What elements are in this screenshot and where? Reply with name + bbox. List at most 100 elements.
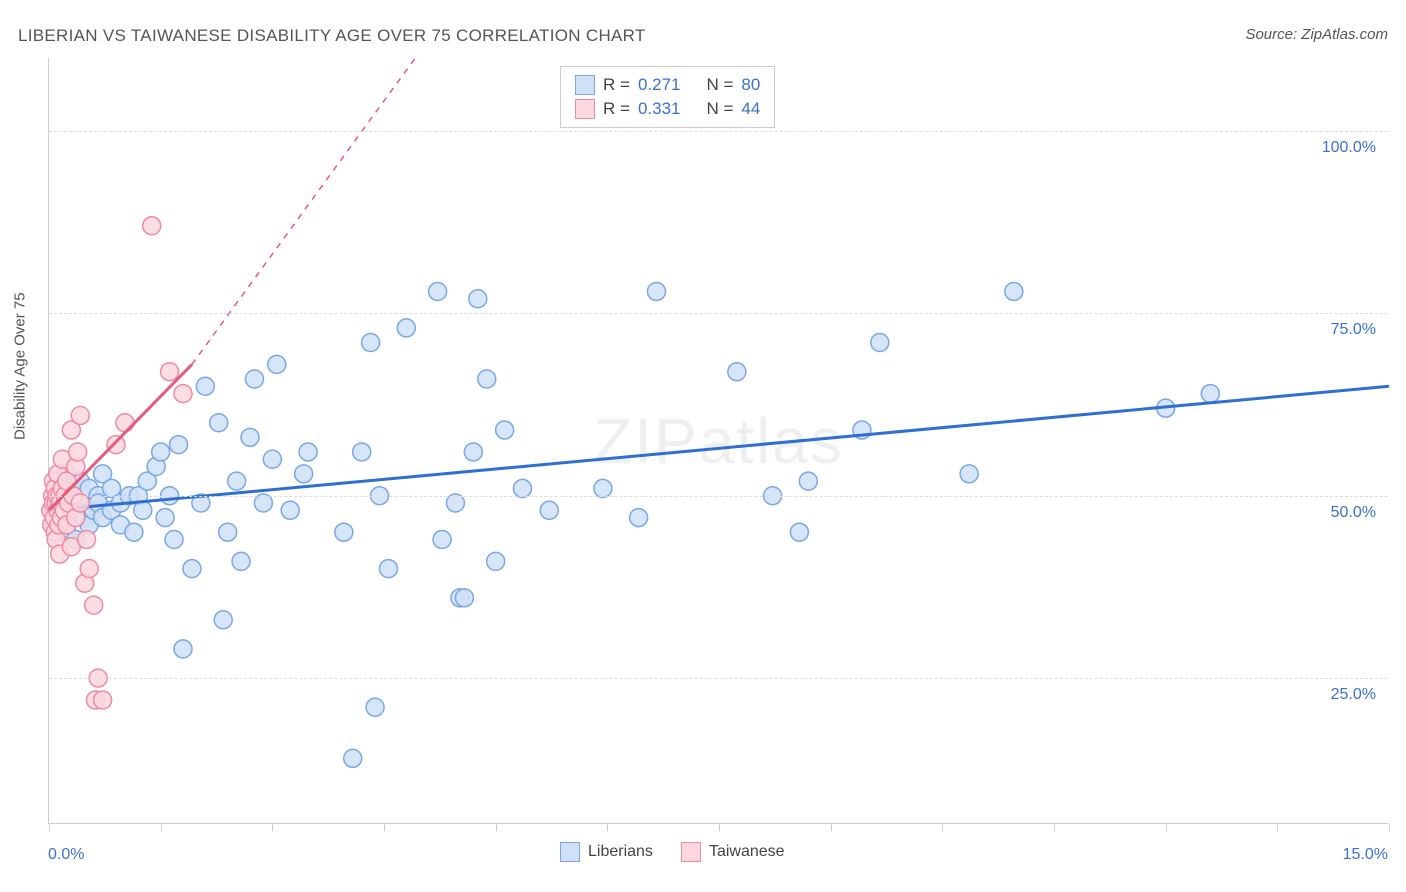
scatter-point xyxy=(1005,282,1023,300)
scatter-point xyxy=(799,472,817,490)
scatter-point xyxy=(116,414,134,432)
scatter-point xyxy=(71,494,89,512)
chart-container: LIBERIAN VS TAIWANESE DISABILITY AGE OVE… xyxy=(0,0,1406,892)
scatter-point xyxy=(790,523,808,541)
gridline xyxy=(49,313,1388,314)
scatter-point xyxy=(125,523,143,541)
scatter-point xyxy=(496,421,514,439)
scatter-point xyxy=(540,501,558,519)
legend-n-value: 44 xyxy=(741,99,760,119)
plot-area: ZIPatlas 25.0%50.0%75.0%100.0% xyxy=(48,58,1388,824)
scatter-point xyxy=(80,560,98,578)
scatter-point xyxy=(299,443,317,461)
y-tick-label: 100.0% xyxy=(1322,139,1376,157)
x-tick xyxy=(49,823,50,831)
scatter-point xyxy=(245,370,263,388)
scatter-point xyxy=(433,530,451,548)
x-tick xyxy=(607,823,608,831)
x-axis-min-label: 0.0% xyxy=(48,846,84,864)
scatter-point xyxy=(210,414,228,432)
x-axis-max-label: 15.0% xyxy=(1343,846,1388,864)
x-tick xyxy=(272,823,273,831)
scatter-point xyxy=(344,749,362,767)
x-tick xyxy=(1166,823,1167,831)
x-tick xyxy=(1054,823,1055,831)
scatter-point xyxy=(161,363,179,381)
legend-r-value: 0.331 xyxy=(638,99,681,119)
scatter-point xyxy=(379,560,397,578)
scatter-point xyxy=(183,560,201,578)
legend-r-value: 0.271 xyxy=(638,75,681,95)
scatter-point xyxy=(335,523,353,541)
scatter-point xyxy=(397,319,415,337)
x-tick xyxy=(831,823,832,831)
scatter-point xyxy=(362,334,380,352)
scatter-point xyxy=(469,290,487,308)
legend-r-label: R = xyxy=(603,75,630,95)
y-tick-label: 25.0% xyxy=(1331,686,1376,704)
legend-swatch xyxy=(681,842,701,862)
scatter-point xyxy=(69,443,87,461)
scatter-point xyxy=(630,509,648,527)
legend-swatch xyxy=(575,99,595,119)
legend-stats: R = 0.271 N = 80R = 0.331 N = 44 xyxy=(560,66,775,128)
trend-line xyxy=(49,386,1389,510)
scatter-point xyxy=(487,552,505,570)
scatter-point xyxy=(219,523,237,541)
x-tick xyxy=(161,823,162,831)
chart-title: LIBERIAN VS TAIWANESE DISABILITY AGE OVE… xyxy=(18,26,646,46)
scatter-svg xyxy=(49,58,1388,823)
x-tick xyxy=(496,823,497,831)
gridline xyxy=(49,678,1388,679)
scatter-point xyxy=(871,334,889,352)
legend-n-value: 80 xyxy=(741,75,760,95)
scatter-point xyxy=(241,428,259,446)
scatter-point xyxy=(1201,385,1219,403)
scatter-point xyxy=(295,465,313,483)
scatter-point xyxy=(960,465,978,483)
scatter-point xyxy=(94,691,112,709)
scatter-point xyxy=(254,494,272,512)
scatter-point xyxy=(165,530,183,548)
scatter-point xyxy=(455,589,473,607)
scatter-point xyxy=(107,436,125,454)
scatter-point xyxy=(214,611,232,629)
scatter-point xyxy=(268,355,286,373)
legend-n-label: N = xyxy=(706,75,733,95)
scatter-point xyxy=(478,370,496,388)
legend-series-label: Liberians xyxy=(588,843,653,861)
gridline xyxy=(49,131,1388,132)
scatter-point xyxy=(152,443,170,461)
scatter-point xyxy=(464,443,482,461)
scatter-point xyxy=(647,282,665,300)
scatter-point xyxy=(174,385,192,403)
y-tick-label: 75.0% xyxy=(1331,321,1376,339)
legend-series-item: Liberians xyxy=(560,842,653,862)
x-tick xyxy=(384,823,385,831)
legend-n-label: N = xyxy=(706,99,733,119)
legend-series-item: Taiwanese xyxy=(681,842,785,862)
scatter-point xyxy=(156,509,174,527)
scatter-point xyxy=(134,501,152,519)
legend-swatch xyxy=(575,75,595,95)
scatter-point xyxy=(143,217,161,235)
x-tick xyxy=(1277,823,1278,831)
legend-stats-row: R =0.331N =44 xyxy=(575,97,760,121)
scatter-point xyxy=(728,363,746,381)
scatter-point xyxy=(174,640,192,658)
scatter-point xyxy=(281,501,299,519)
scatter-point xyxy=(263,450,281,468)
y-axis-title: Disability Age Over 75 xyxy=(12,292,29,440)
legend-swatch xyxy=(560,842,580,862)
scatter-point xyxy=(71,406,89,424)
trend-line-dash xyxy=(192,58,415,364)
chart-source: Source: ZipAtlas.com xyxy=(1245,26,1388,43)
scatter-point xyxy=(353,443,371,461)
x-tick xyxy=(719,823,720,831)
scatter-point xyxy=(196,377,214,395)
scatter-point xyxy=(228,472,246,490)
scatter-point xyxy=(78,530,96,548)
legend-stats-row: R = 0.271 N = 80 xyxy=(575,73,760,97)
y-tick-label: 50.0% xyxy=(1331,504,1376,522)
legend-series-label: Taiwanese xyxy=(709,843,785,861)
